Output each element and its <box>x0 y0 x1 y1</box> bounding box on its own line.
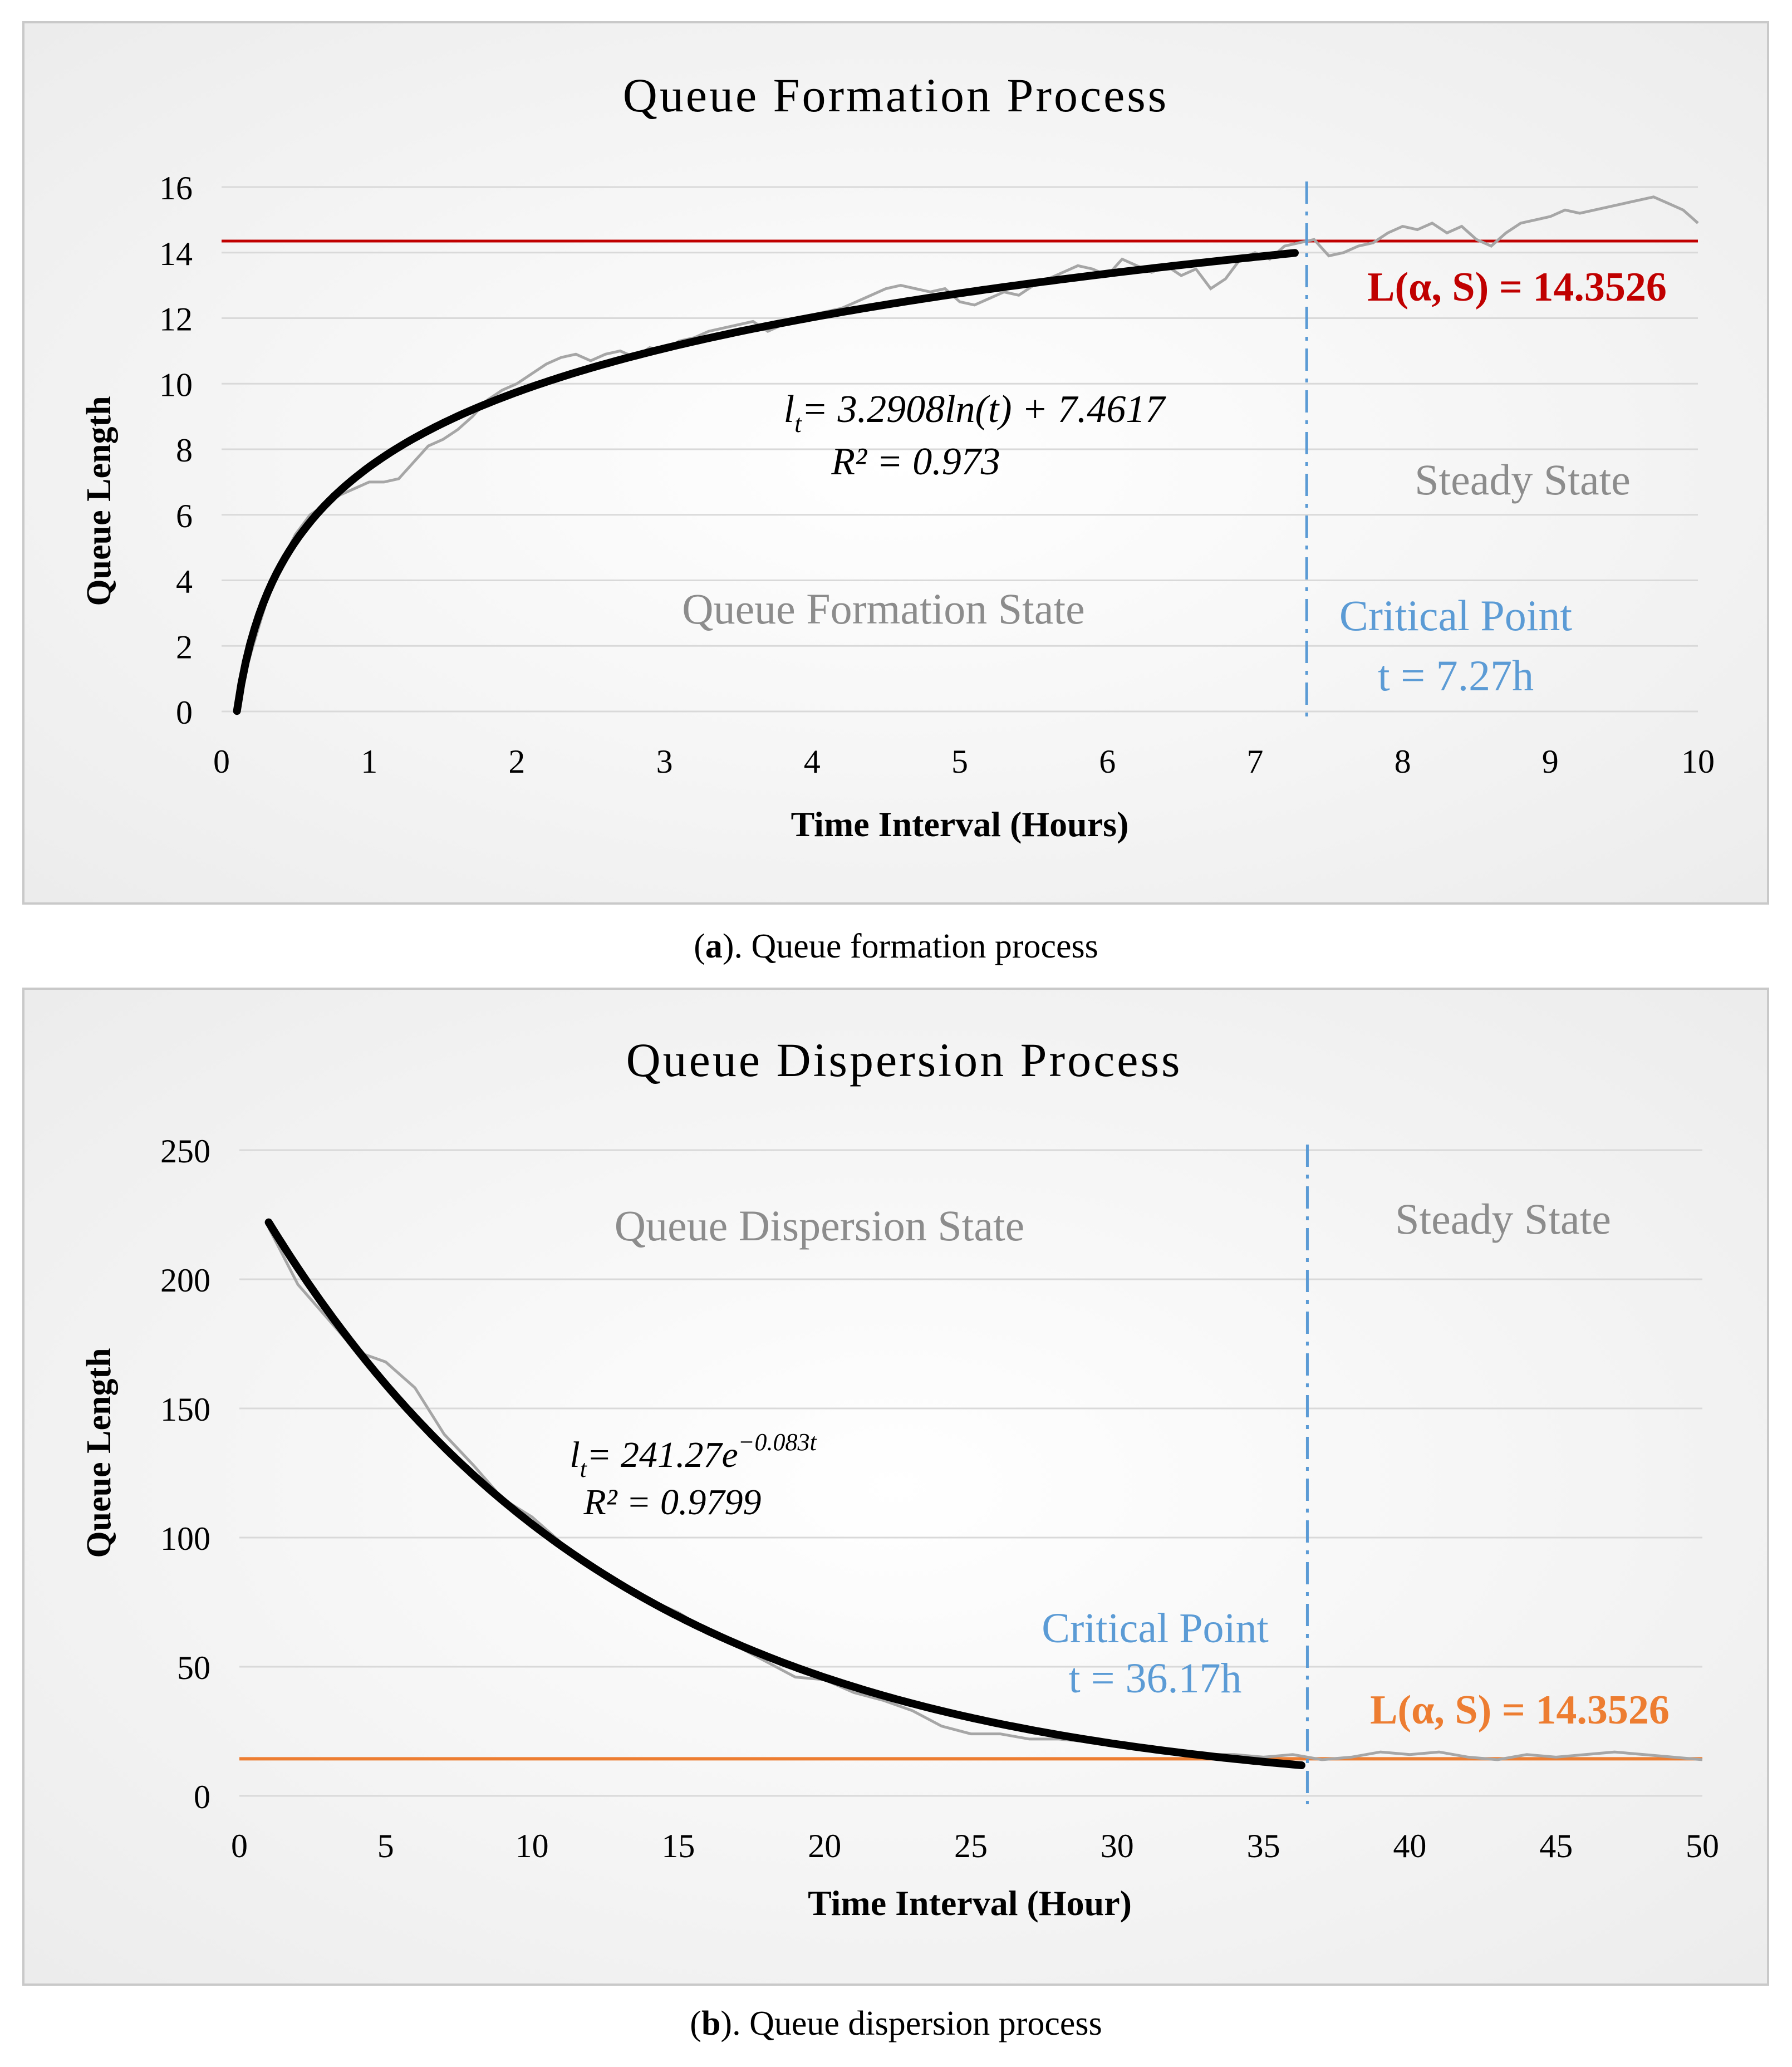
chart-b-critical-label: Critical Point <box>1042 1605 1268 1652</box>
caption-a-text: ). Queue formation process <box>722 927 1098 965</box>
x-tick-label: 3 <box>656 743 673 780</box>
chart-b-y-tick-labels: 0 50 100 150 200 250 <box>160 1133 210 1815</box>
x-tick-label: 30 <box>1101 1828 1134 1864</box>
x-tick-label: 6 <box>1099 743 1116 780</box>
x-tick-label: 5 <box>377 1828 394 1864</box>
chart-a-gridlines <box>222 186 1698 713</box>
chart-a-critical-label: Critical Point <box>1339 591 1572 640</box>
chart-b: Queue Dispersion Process 050100150200250… <box>22 988 1769 1986</box>
chart-a-steady-label: L(α, S) = 14.3526 <box>1367 264 1667 310</box>
chart-b-x-tick-labels: 0 5 10 15 20 25 30 35 40 45 50 <box>231 1828 1719 1864</box>
x-tick-label: 9 <box>1542 743 1559 780</box>
x-tick-label: 1 <box>361 743 377 780</box>
chart-b-y-axis-label: Queue Length <box>80 1348 118 1558</box>
y-tick-label: 50 <box>177 1649 210 1686</box>
x-tick-label: 8 <box>1395 743 1411 780</box>
x-tick-label: 10 <box>1681 743 1715 780</box>
chart-b-fit-curve <box>264 1218 1305 1769</box>
chart-b-panel <box>22 988 1769 1986</box>
y-tick-label: 0 <box>176 694 193 731</box>
chart-a-x-tick-labels: 0 1 2 3 4 5 6 7 8 9 10 <box>213 743 1715 780</box>
chart-b-title: Queue Dispersion Process <box>626 1033 1182 1087</box>
chart-b-gridlines <box>239 1149 1702 1797</box>
x-tick-label: 0 <box>213 743 230 780</box>
y-tick-label: 6 <box>176 498 193 534</box>
chart-a-steady-state-label: Steady State <box>1415 455 1631 504</box>
x-tick-label: 5 <box>951 743 968 780</box>
x-tick-label: 20 <box>808 1828 841 1864</box>
chart-b-steady-state-label: Steady State <box>1395 1195 1611 1243</box>
chart-a-fit-curve <box>233 249 1299 715</box>
y-tick-label: 0 <box>194 1779 210 1815</box>
x-tick-label: 50 <box>1686 1828 1719 1864</box>
chart-b-r2: R² = 0.9799 <box>583 1482 761 1523</box>
chart-a-y-axis-label: Queue Length <box>80 396 118 606</box>
chart-a-formation-state-label: Queue Formation State <box>682 585 1085 633</box>
chart-a-title: Queue Formation Process <box>623 68 1169 122</box>
x-tick-label: 40 <box>1393 1828 1426 1864</box>
caption-a: (a). Queue formation process <box>694 927 1098 965</box>
chart-b-dispersion-state-label: Queue Dispersion State <box>615 1201 1025 1250</box>
chart-a-x-axis-label: Time Interval (Hours) <box>791 804 1129 844</box>
chart-b-steady-label: L(α, S) = 14.3526 <box>1370 1687 1670 1733</box>
x-tick-label: 45 <box>1539 1828 1573 1864</box>
x-tick-label: 10 <box>515 1828 549 1864</box>
x-tick-label: 7 <box>1246 743 1263 780</box>
caption-b: (b). Queue dispersion process <box>690 2005 1102 2043</box>
x-tick-label: 2 <box>508 743 525 780</box>
chart-b-equation: lt= 241.27e−0.083t <box>569 1428 817 1482</box>
y-tick-label: 16 <box>159 170 193 207</box>
x-tick-label: 0 <box>231 1828 248 1864</box>
chart-b-x-axis-label: Time Interval (Hour) <box>808 1883 1132 1923</box>
y-tick-label: 8 <box>176 432 193 469</box>
x-tick-label: 4 <box>804 743 821 780</box>
x-tick-label: 15 <box>661 1828 695 1864</box>
y-tick-label: 200 <box>160 1262 210 1299</box>
caption-b-label: b <box>701 2005 721 2043</box>
chart-a-equation: lt= 3.2908ln(t) + 7.4617 <box>784 388 1167 438</box>
y-tick-label: 2 <box>176 629 193 665</box>
y-tick-label: 4 <box>176 563 193 600</box>
y-tick-label: 250 <box>160 1133 210 1170</box>
caption-a-label: a <box>705 927 723 965</box>
y-tick-label: 14 <box>159 235 193 272</box>
y-tick-label: 12 <box>159 301 193 338</box>
x-tick-label: 35 <box>1247 1828 1280 1864</box>
y-tick-label: 100 <box>160 1520 210 1557</box>
y-tick-label: 150 <box>160 1391 210 1428</box>
chart-a-critical-time: t = 7.27h <box>1378 651 1534 700</box>
chart-a-y-tick-labels: 0 2 4 6 8 10 12 14 16 <box>159 170 193 731</box>
chart-a-panel <box>22 21 1769 905</box>
y-tick-label: 10 <box>159 366 193 403</box>
x-tick-label: 25 <box>954 1828 988 1864</box>
chart-b-critical-time: t = 36.17h <box>1069 1655 1242 1702</box>
caption-b-text: ). Queue dispersion process <box>720 2005 1102 2043</box>
chart-a-r2: R² = 0.973 <box>831 440 1000 483</box>
